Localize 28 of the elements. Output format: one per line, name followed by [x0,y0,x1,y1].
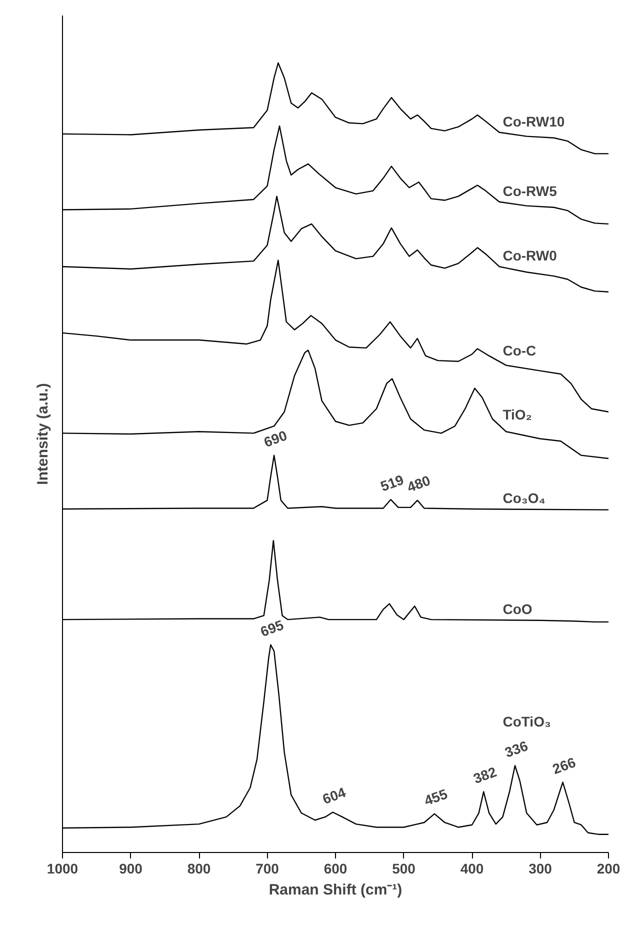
x-tick-label: 800 [187,860,211,876]
series-label: Co-RW10 [502,113,565,130]
text: CoTiO₃ [502,714,551,730]
series-label: TiO₂ [502,406,532,422]
series-label: Co₃O₄ [502,490,546,506]
annotation: 604 [320,784,348,808]
x-tick-label: 900 [119,860,143,876]
x-tick-label: 200 [596,860,620,876]
x-tick-label: 400 [460,860,484,876]
annotation: 382 [471,763,499,787]
series-label: Co-C [502,342,536,359]
annotation: 336 [502,737,530,760]
annotation: 519 [378,471,406,494]
series-label: Co-RW5 [502,182,558,199]
x-tick-label: 300 [528,860,552,876]
annotation: 690 [262,427,290,450]
x-tick-label: 600 [324,860,348,876]
x-tick-label: 500 [392,860,416,876]
annotation: 266 [550,754,578,778]
x-axis-title: Raman Shift (cm⁻¹) [268,882,402,898]
annotation: 480 [404,472,433,496]
series-label: Co-RW0 [502,248,558,264]
y-axis-title: Intensity (a.u.) [34,383,52,485]
series-label: CoO [502,601,532,618]
x-tick-label: 700 [256,860,280,876]
annotation: 455 [422,786,450,809]
annotation: 695 [258,616,286,640]
x-tick-label: 1000 [46,860,78,876]
